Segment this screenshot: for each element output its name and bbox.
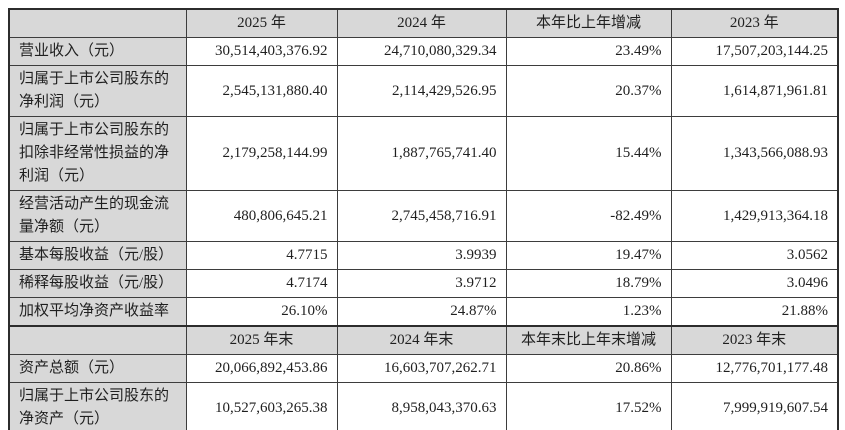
value-cell: 17.52% xyxy=(505,382,672,430)
row-label-cell: 经营活动产生的现金流量净额（元） xyxy=(8,190,187,242)
header-cell-2023-end: 2023 年末 xyxy=(670,325,839,355)
row-label-cell: 归属于上市公司股东的净资产（元） xyxy=(8,382,187,430)
table-row-net-assets: 归属于上市公司股东的净资产（元） 10,527,603,265.38 8,958… xyxy=(8,382,839,430)
value-cell: 23.49% xyxy=(505,37,672,66)
table-row-operating-cash-flow: 经营活动产生的现金流量净额（元） 480,806,645.21 2,745,45… xyxy=(8,190,839,242)
row-label-cell: 营业收入（元） xyxy=(8,37,187,66)
value-cell: 16,603,707,262.71 xyxy=(336,354,507,383)
row-label-cell: 归属于上市公司股东的扣除非经常性损益的净利润（元） xyxy=(8,116,187,191)
value-cell: 24,710,080,329.34 xyxy=(336,37,507,66)
table-row-net-profit-excl-nonrecurring: 归属于上市公司股东的扣除非经常性损益的净利润（元） 2,179,258,144.… xyxy=(8,116,839,191)
value-cell: 1,887,765,741.40 xyxy=(336,116,507,191)
value-cell: 7,999,919,607.54 xyxy=(670,382,839,430)
value-cell: 4.7715 xyxy=(185,241,338,270)
table-header-row-yearend: 2025 年末 2024 年末 本年末比上年末增减 2023 年末 xyxy=(8,325,839,355)
value-cell: 2,545,131,880.40 xyxy=(185,65,338,117)
value-cell: 2,179,258,144.99 xyxy=(185,116,338,191)
value-cell: 21.88% xyxy=(670,297,839,327)
value-cell: 2,114,429,526.95 xyxy=(336,65,507,117)
value-cell: 20.37% xyxy=(505,65,672,117)
header-corner-cell xyxy=(8,325,187,355)
table-row-total-assets: 资产总额（元） 20,066,892,453.86 16,603,707,262… xyxy=(8,354,839,383)
value-cell: 480,806,645.21 xyxy=(185,190,338,242)
value-cell: 8,958,043,370.63 xyxy=(336,382,507,430)
value-cell: 3.0496 xyxy=(670,269,839,298)
header-cell-2025-end: 2025 年末 xyxy=(185,325,338,355)
table-row-revenue: 营业收入（元） 30,514,403,376.92 24,710,080,329… xyxy=(8,37,839,66)
value-cell: 18.79% xyxy=(505,269,672,298)
value-cell: 19.47% xyxy=(505,241,672,270)
row-label-cell: 归属于上市公司股东的净利润（元） xyxy=(8,65,187,117)
value-cell: 20,066,892,453.86 xyxy=(185,354,338,383)
value-cell: 30,514,403,376.92 xyxy=(185,37,338,66)
row-label-cell: 资产总额（元） xyxy=(8,354,187,383)
header-corner-cell xyxy=(8,8,187,38)
value-cell: 1,429,913,364.18 xyxy=(670,190,839,242)
value-cell: 15.44% xyxy=(505,116,672,191)
value-cell: 1.23% xyxy=(505,297,672,327)
header-cell-2023: 2023 年 xyxy=(670,8,839,38)
value-cell: 10,527,603,265.38 xyxy=(185,382,338,430)
value-cell: 3.9712 xyxy=(336,269,507,298)
header-cell-2025: 2025 年 xyxy=(185,8,338,38)
value-cell: 3.0562 xyxy=(670,241,839,270)
row-label-cell: 基本每股收益（元/股） xyxy=(8,241,187,270)
value-cell: 12,776,701,177.48 xyxy=(670,354,839,383)
value-cell: -82.49% xyxy=(505,190,672,242)
value-cell: 24.87% xyxy=(336,297,507,327)
row-label-cell: 加权平均净资产收益率 xyxy=(8,297,187,327)
header-cell-2024-end: 2024 年末 xyxy=(336,325,507,355)
value-cell: 2,745,458,716.91 xyxy=(336,190,507,242)
value-cell: 17,507,203,144.25 xyxy=(670,37,839,66)
header-cell-2024: 2024 年 xyxy=(336,8,507,38)
table-row-weighted-avg-roe: 加权平均净资产收益率 26.10% 24.87% 1.23% 21.88% xyxy=(8,297,839,327)
table-row-diluted-eps: 稀释每股收益（元/股） 4.7174 3.9712 18.79% 3.0496 xyxy=(8,269,839,298)
value-cell: 1,343,566,088.93 xyxy=(670,116,839,191)
table-row-net-profit: 归属于上市公司股东的净利润（元） 2,545,131,880.40 2,114,… xyxy=(8,65,839,117)
value-cell: 3.9939 xyxy=(336,241,507,270)
value-cell: 20.86% xyxy=(505,354,672,383)
table-header-row-annual: 2025 年 2024 年 本年比上年增减 2023 年 xyxy=(8,8,839,38)
value-cell: 1,614,871,961.81 xyxy=(670,65,839,117)
row-label-cell: 稀释每股收益（元/股） xyxy=(8,269,187,298)
header-cell-yoy-change: 本年比上年增减 xyxy=(505,8,672,38)
value-cell: 4.7174 xyxy=(185,269,338,298)
header-cell-yearend-change: 本年末比上年末增减 xyxy=(505,325,672,355)
financial-summary-table: 2025 年 2024 年 本年比上年增减 2023 年 营业收入（元） 30,… xyxy=(8,8,839,430)
value-cell: 26.10% xyxy=(185,297,338,327)
table-row-basic-eps: 基本每股收益（元/股） 4.7715 3.9939 19.47% 3.0562 xyxy=(8,241,839,270)
